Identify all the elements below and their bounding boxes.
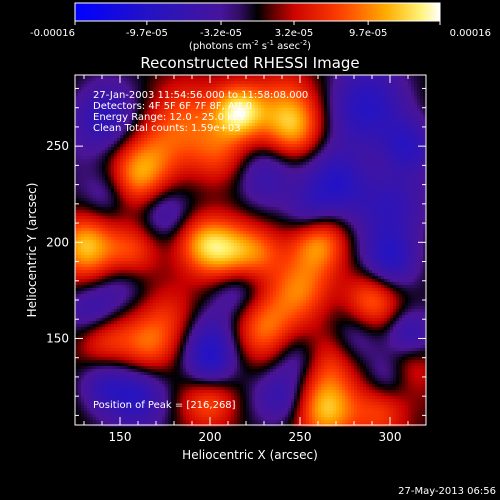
colorbar-tick-label: -0.00016 xyxy=(30,28,75,39)
annotations: 27-Jan-2003 11:54:56.000 to 11:58:08.000… xyxy=(93,90,308,411)
annotation-time-range: 27-Jan-2003 11:54:56.000 to 11:58:08.000 xyxy=(93,90,308,101)
colorbar-tick-label: 0.00016 xyxy=(450,28,491,39)
x-tick-label: 300 xyxy=(379,430,402,444)
annotation-detectors: Detectors: 4F 5F 6F 7F 8F, Att 0 xyxy=(93,101,252,112)
x-tick-label: 200 xyxy=(199,430,222,444)
annotation-peak-position: Position of Peak = [216,268] xyxy=(93,400,236,411)
annotation-clean: Clean Total counts: 1.59e+03 xyxy=(93,123,241,134)
x-axis-ticks: 150 200 250 300 xyxy=(83,75,427,444)
colorbar-unit-label: (photons cm-2 s-1 asec-2) xyxy=(189,39,311,52)
y-axis-ticks: 150 200 250 xyxy=(46,87,426,416)
y-tick-label: 150 xyxy=(46,331,69,345)
colorbar-tick-label: -3.2e-05 xyxy=(200,28,242,39)
x-axis-label: Heliocentric X (arcsec) xyxy=(182,448,318,462)
y-tick-label: 250 xyxy=(46,139,69,153)
chart-title: Reconstructed RHESSI Image xyxy=(140,54,359,72)
y-tick-label: 200 xyxy=(46,235,69,249)
colorbar-gradient xyxy=(74,2,441,22)
colorbar-tick-label: -9.7e-05 xyxy=(126,28,168,39)
colorbar-tick-label: 9.7e-05 xyxy=(349,28,387,39)
heatmap-image xyxy=(75,75,427,427)
plot-area: 150 200 250 300 150 200 250 xyxy=(46,74,427,444)
annotation-energy: Energy Range: 12.0 - 25.0 keV xyxy=(93,112,246,123)
colorbar: -0.00016 -9.7e-05 -3.2e-05 3.2e-05 9.7e-05 0.… xyxy=(30,2,491,52)
footer-date-stamp: 27-May-2013 06:56 xyxy=(398,486,496,497)
colorbar-ticks: -0.00016 -9.7e-05 -3.2e-05 3.2e-05 9.7e-05 0.… xyxy=(30,21,491,39)
colorbar-tick-label: 3.2e-05 xyxy=(275,28,313,39)
x-tick-label: 150 xyxy=(109,430,132,444)
plot-frame xyxy=(74,74,427,426)
x-tick-label: 250 xyxy=(289,430,312,444)
y-axis-label: Heliocentric Y (arcsec) xyxy=(25,183,39,318)
